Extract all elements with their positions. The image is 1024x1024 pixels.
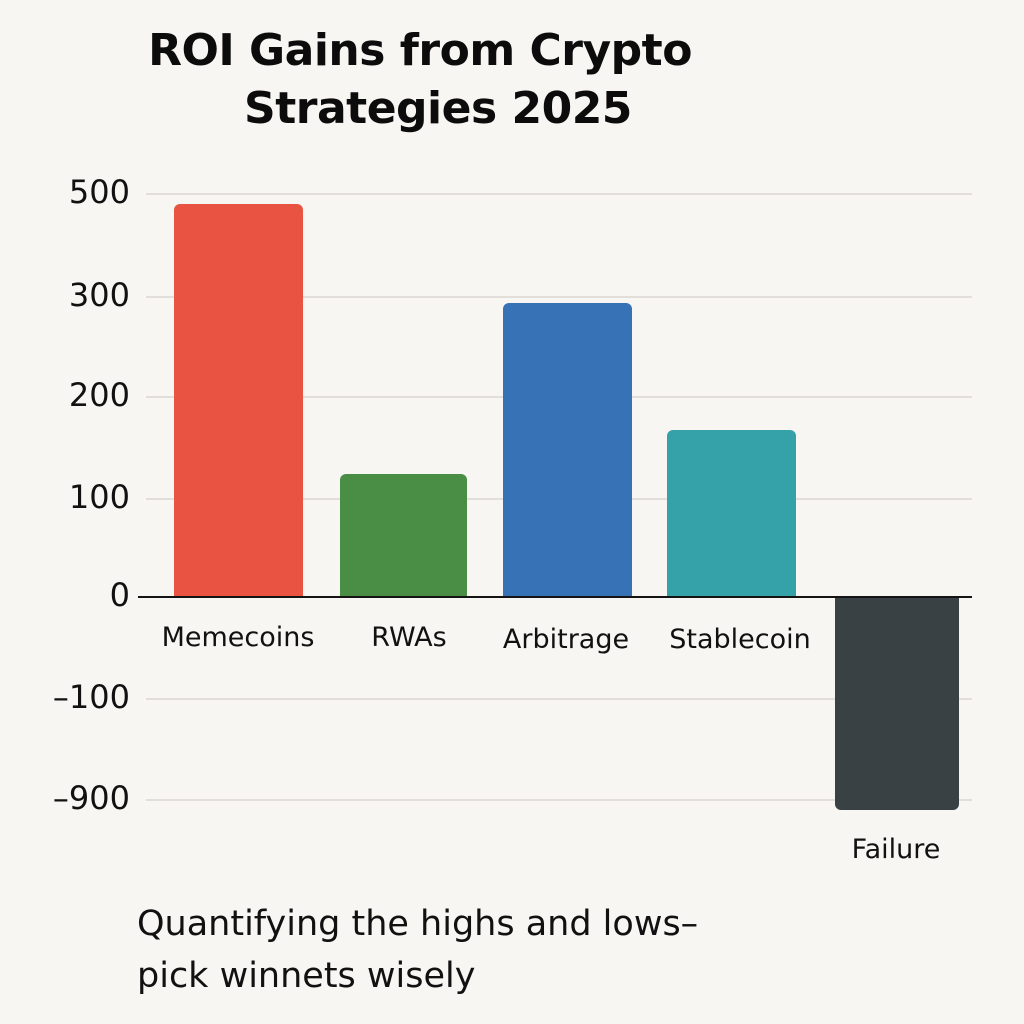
x-axis-label: Arbitrage [502,624,630,655]
y-tick-label: 300 [68,276,130,314]
caption-line-2: pick winnets wisely [137,956,476,996]
caption-line-1: Quantifying the highs and lows– [137,904,699,944]
bar-arbitrage [503,303,632,597]
x-axis-zero-line [138,596,972,598]
gridline [146,193,972,195]
gridline [146,698,972,700]
chart-title-line-2: Strategies 2025 [244,83,632,134]
gridline [146,296,972,298]
y-tick-label: 200 [68,376,130,414]
y-tick-label: 100 [68,478,130,516]
bar-memecoins [174,204,303,597]
chart-caption: Quantifying the highs and lows– pick win… [137,898,837,1002]
x-axis-label: Memecoins [161,622,315,653]
bar-stablecoin [667,430,796,597]
gridline [146,799,972,801]
chart-title: ROI Gains from Crypto Strategies 2025 [0,22,840,138]
chart-title-line-1: ROI Gains from Crypto [148,25,692,76]
bar-rwas [340,474,467,597]
x-axis-label: RWAs [371,622,447,653]
y-tick-label: 500 [68,173,130,211]
y-tick-label: 0 [109,576,130,614]
x-axis-label: Failure [851,834,941,865]
x-axis-label: Stablecoin [669,624,811,655]
y-tick-label: –900 [52,779,130,817]
y-tick-label: –100 [52,678,130,716]
bar-failure [835,597,959,810]
